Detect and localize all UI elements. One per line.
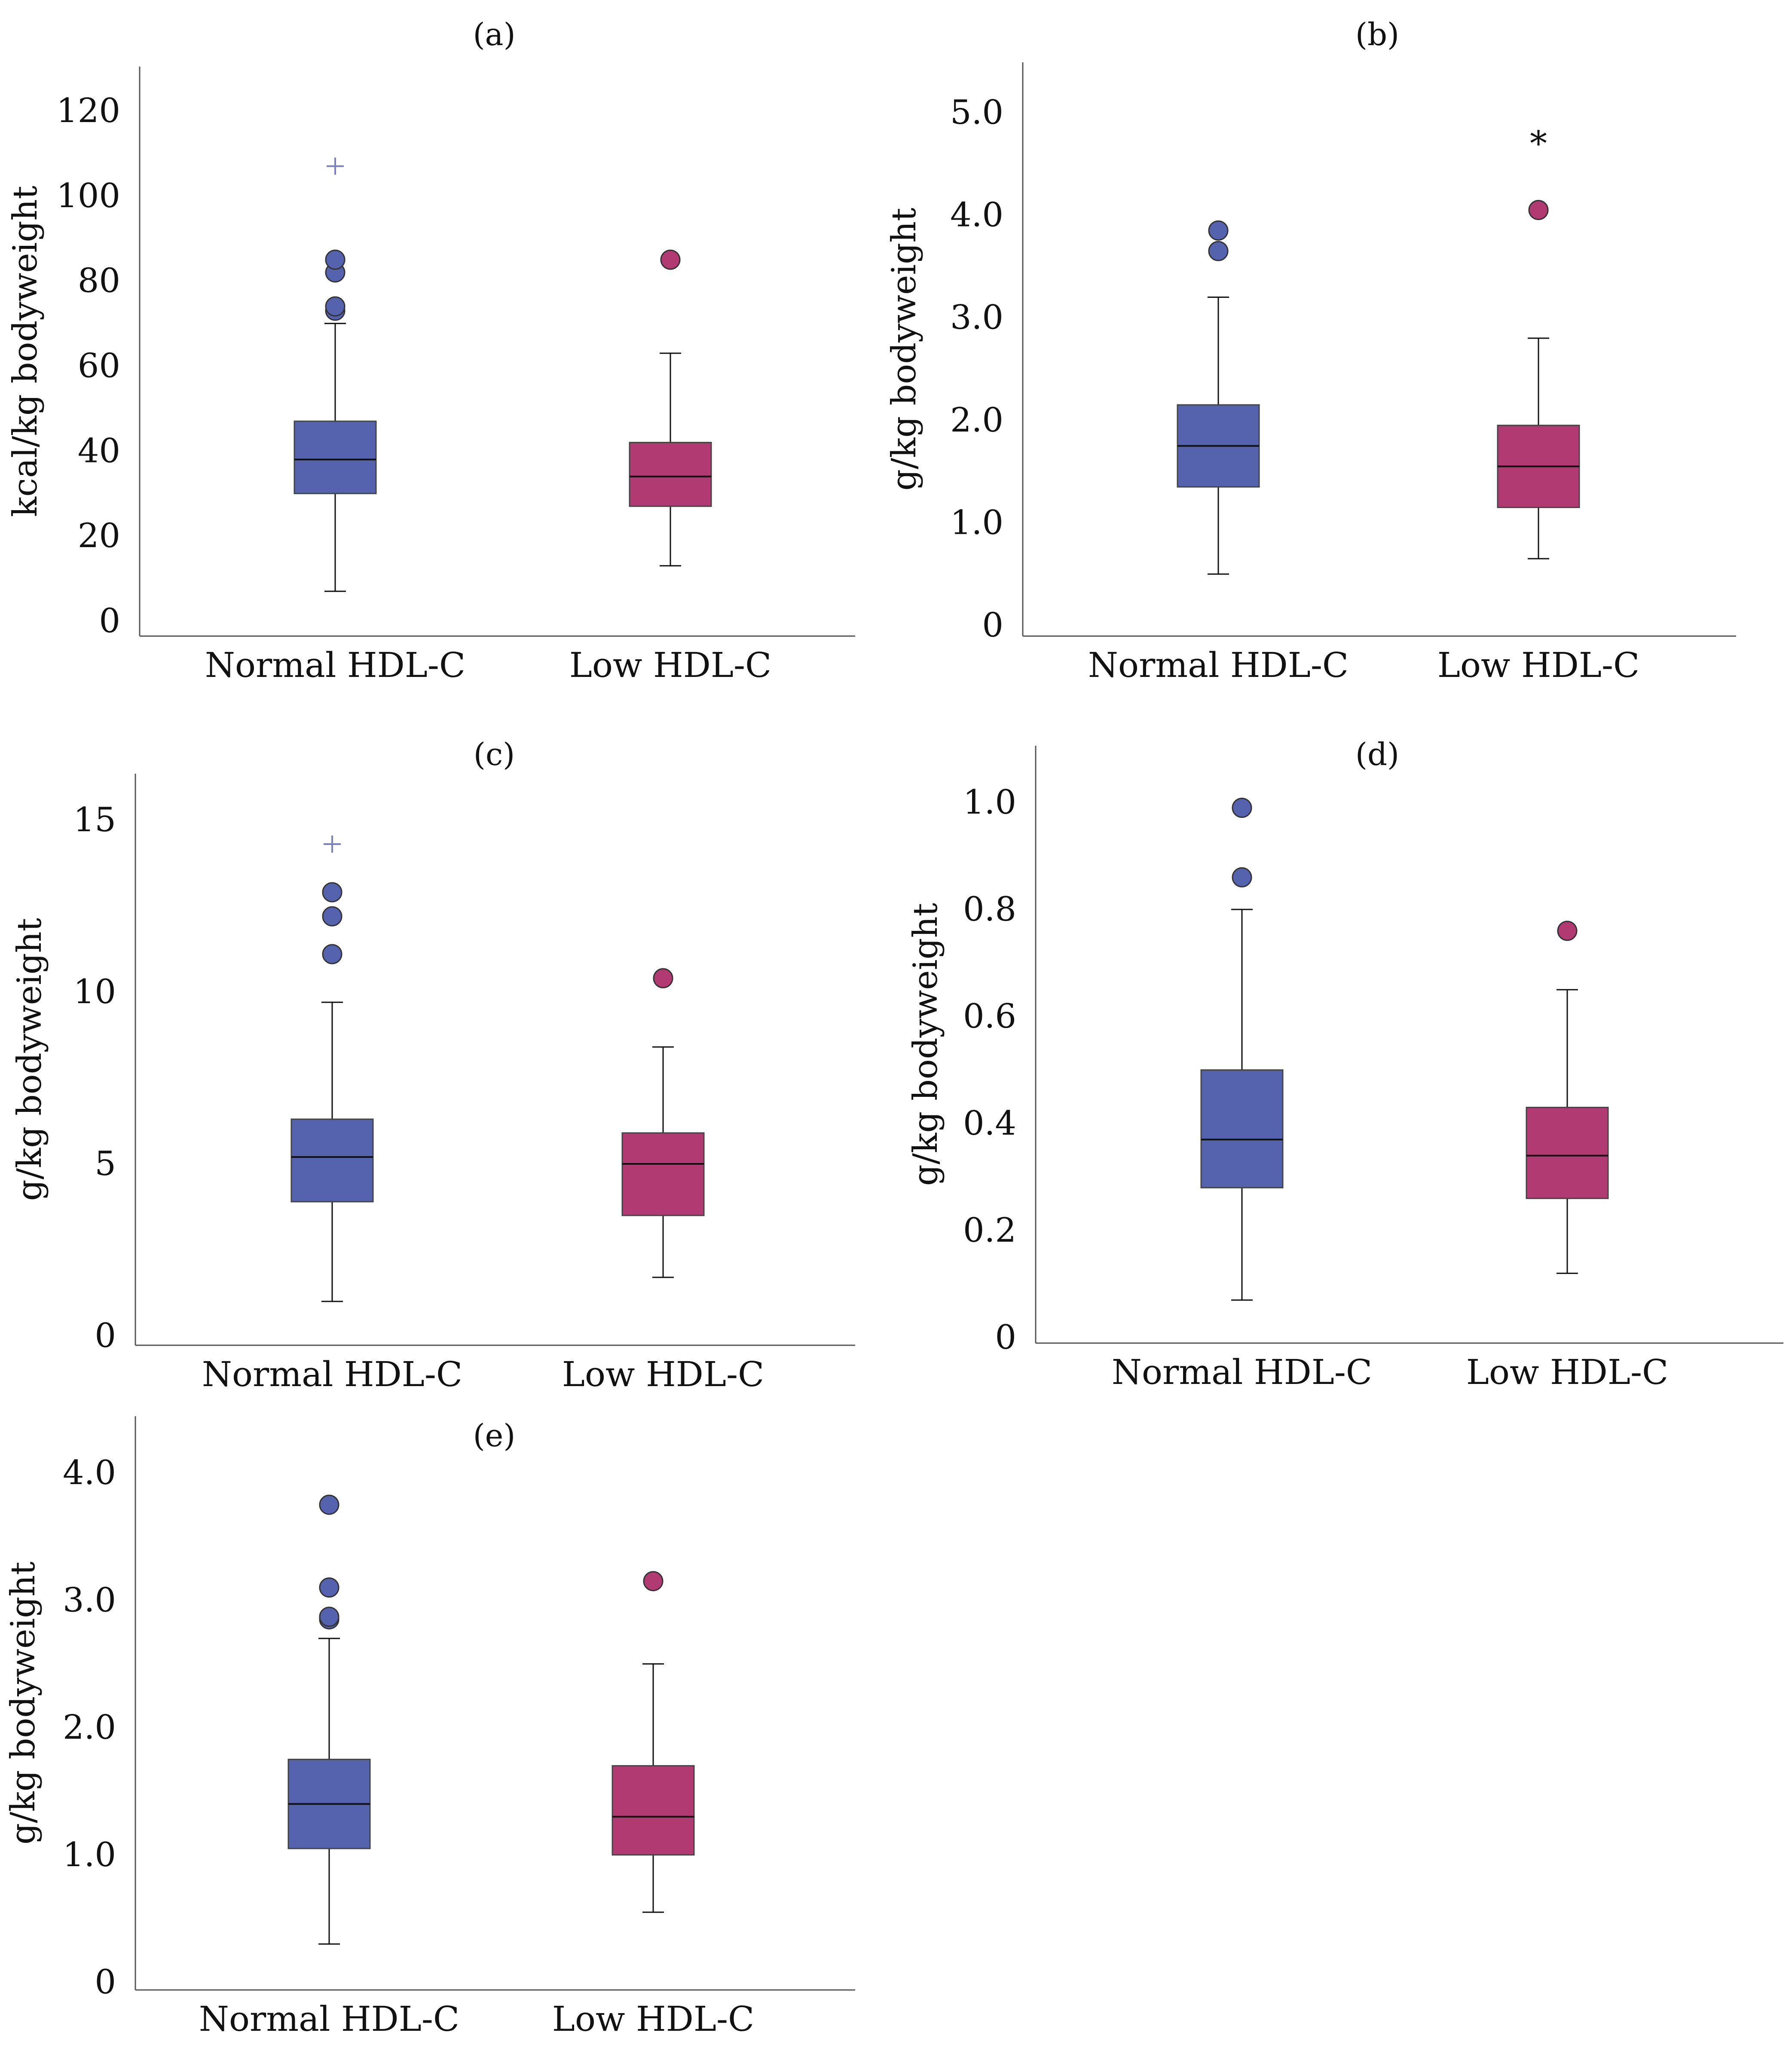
x-tick-label: Normal HDL-C	[1112, 1352, 1372, 1392]
x-tick-label: Low HDL-C	[562, 1354, 764, 1394]
y-tick-label: 0	[95, 1316, 116, 1355]
box-normal	[1177, 220, 1260, 575]
panel-c: (c) 0 5 10 15 g/kg bodyweight Normal HDL-C Low …	[10, 736, 855, 1394]
outlier-point	[322, 882, 342, 903]
box-normal	[287, 1494, 371, 1945]
iqr-box	[291, 1118, 374, 1203]
box-low	[629, 249, 712, 566]
y-axis-label: g/kg bodyweight	[885, 208, 924, 490]
outlier-point	[653, 968, 673, 989]
outlier-point	[1208, 220, 1229, 241]
y-tick-label: 3.0	[63, 1581, 116, 1619]
panel-b: (b) 0 1.0 2.0 3.0 4.0 5.0 g/kg bodyweight Normal…	[885, 16, 1736, 685]
outlier-point	[322, 944, 342, 964]
extreme-star: *	[1530, 124, 1547, 164]
outlier-point	[660, 249, 681, 270]
box-normal	[294, 157, 377, 592]
outlier-point	[1208, 241, 1229, 261]
y-tick-label: 0.8	[963, 890, 1016, 929]
y-tick-label: 1.0	[63, 1836, 116, 1874]
outlier-point	[322, 906, 342, 927]
y-tick-label: 0	[99, 602, 120, 640]
iqr-box	[629, 442, 712, 507]
extreme-marker	[327, 157, 344, 175]
y-tick-label: 2.0	[63, 1708, 116, 1747]
extreme-marker	[324, 836, 341, 853]
panel-d: (d) 0 0.2 0.4 0.6 0.8 1.0 g/kg bodyweight Normal…	[906, 736, 1783, 1392]
y-tick-label: 5	[95, 1145, 116, 1183]
y-tick-label: 0	[995, 1318, 1016, 1357]
y-tick-label: 0	[982, 606, 1003, 645]
iqr-box	[621, 1132, 705, 1216]
outlier-point	[319, 1577, 339, 1598]
outlier-point	[319, 1607, 339, 1627]
outlier-point	[1232, 797, 1252, 818]
y-tick-label: 5.0	[950, 93, 1003, 132]
x-tick-label: Low HDL-C	[1437, 645, 1639, 685]
x-tick-label: Normal HDL-C	[202, 1354, 462, 1394]
x-tick-label: Normal HDL-C	[1088, 645, 1349, 685]
y-tick-label: 0.6	[963, 997, 1016, 1036]
x-tick-label: Normal HDL-C	[205, 645, 465, 685]
outlier-point	[643, 1571, 664, 1592]
y-tick-label: 10	[73, 973, 116, 1011]
y-axis-label: kcal/kg bodyweight	[6, 186, 45, 517]
panel-title: (d)	[1355, 736, 1399, 772]
outlier-point	[319, 1494, 339, 1515]
y-tick-label: 40	[78, 432, 120, 470]
iqr-box	[1526, 1107, 1609, 1199]
x-tick-label: Low HDL-C	[569, 645, 771, 685]
y-tick-label: 20	[78, 517, 120, 555]
y-tick-label: 4.0	[63, 1454, 116, 1492]
y-tick-label: 120	[56, 92, 120, 130]
outlier-point	[325, 249, 346, 270]
box-low	[612, 1571, 695, 1913]
box-low	[621, 968, 705, 1278]
box-low	[1526, 921, 1609, 1274]
y-tick-label: 0.2	[963, 1211, 1016, 1250]
x-tick-label: Low HDL-C	[552, 1999, 754, 2039]
panel-title: (a)	[473, 16, 515, 52]
y-tick-label: 1.0	[963, 783, 1016, 822]
box-normal	[291, 836, 374, 1302]
y-tick-label: 60	[78, 347, 120, 386]
panel-a: (a) 0 20 40 60 80 100 120 kcal/kg bodyweight Norm…	[6, 16, 855, 685]
iqr-box	[1200, 1069, 1284, 1188]
x-tick-label: Low HDL-C	[1466, 1352, 1668, 1392]
y-tick-label: 2.0	[950, 401, 1003, 440]
y-tick-label: 4.0	[950, 196, 1003, 235]
y-axis-label: g/kg bodyweight	[906, 903, 945, 1186]
y-tick-label: 100	[56, 177, 120, 215]
panel-title: (b)	[1355, 16, 1399, 52]
y-tick-label: 0	[95, 1963, 116, 2002]
outlier-point	[325, 296, 346, 317]
iqr-box	[294, 420, 377, 494]
box-normal	[1200, 797, 1284, 1301]
box-low: *	[1497, 124, 1580, 560]
y-axis-label: g/kg bodyweight	[4, 1561, 43, 1844]
y-tick-label: 0.4	[963, 1104, 1016, 1143]
y-tick-label: 1.0	[950, 503, 1003, 542]
outlier-point	[1528, 200, 1549, 220]
y-tick-label: 80	[78, 262, 120, 300]
panel-title: (c)	[474, 736, 515, 772]
outlier-point	[1557, 921, 1578, 941]
iqr-box	[612, 1765, 695, 1856]
panel-title: (e)	[473, 1417, 516, 1454]
x-tick-label: Normal HDL-C	[199, 1999, 459, 2039]
y-axis-label: g/kg bodyweight	[10, 918, 49, 1201]
y-tick-label: 15	[73, 801, 116, 839]
y-tick-label: 3.0	[950, 298, 1003, 337]
panel-e: (e) 0 1.0 2.0 3.0 4.0 g/kg bodyweight Normal HD…	[4, 1416, 855, 2039]
outlier-point	[1232, 867, 1252, 888]
